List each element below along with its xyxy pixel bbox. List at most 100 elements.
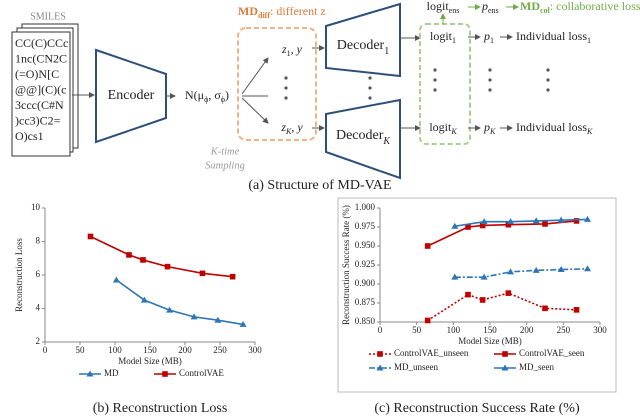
x-tick-label: 300 [593, 325, 607, 335]
smiles-line: (=O)N[C [15, 67, 59, 81]
marker [584, 215, 592, 222]
marker [557, 266, 565, 273]
marker [166, 306, 174, 313]
series-line [115, 279, 244, 326]
y-tick-label: 0.850 [355, 316, 376, 326]
loss-1: Individual loss1 [516, 29, 591, 46]
text: p [481, 0, 488, 13]
y-axis-label: Reconstruction Success Rate (%) [341, 205, 351, 325]
marker [479, 222, 486, 229]
x-axis-label: Model Size (MB) [458, 336, 522, 346]
sampling: Sampling [205, 160, 245, 171]
x-tick-label: 250 [557, 325, 571, 335]
sampling: K-time [210, 146, 240, 157]
distribution: N(μϕ, σϕ) [185, 88, 229, 105]
x-tick-label: 0 [378, 325, 383, 335]
marker [376, 364, 384, 371]
legend-label: MD_seen [519, 362, 554, 372]
y-tick-label: 10 [31, 202, 41, 212]
text: , y [291, 42, 303, 56]
loss-k: Individual lossK [516, 120, 593, 137]
text: 1 [587, 36, 591, 45]
text: logit [427, 0, 450, 13]
text: Decoder [337, 38, 385, 53]
text: p [483, 29, 490, 43]
text: K [285, 127, 292, 136]
text: ens [488, 6, 499, 15]
marker [573, 307, 580, 313]
z-k: zK, y [280, 120, 303, 137]
arrow [241, 57, 269, 95]
x-tick-label: 100 [447, 325, 461, 335]
x-tick-label: 50 [412, 325, 422, 335]
text: K [382, 136, 391, 147]
legend-label: ControlVAE [179, 368, 224, 378]
marker [502, 351, 508, 357]
marker [424, 243, 431, 249]
text: ens [449, 6, 460, 15]
y-tick-label: 2 [36, 336, 41, 346]
y-tick-label: 0.950 [355, 240, 376, 250]
decoder-k: DecoderK [336, 128, 391, 147]
series-line [427, 292, 577, 322]
caption: (c) Reconstruction Success Rate (%) [374, 401, 580, 416]
x-tick-label: 200 [178, 345, 192, 355]
text: : collaborative loss [550, 0, 640, 13]
text: K [586, 127, 593, 136]
logit-ens: logitens [427, 0, 460, 15]
marker [532, 217, 540, 224]
marker [465, 291, 471, 298]
text: col [540, 6, 551, 15]
text: ϕ [221, 95, 225, 104]
marker [214, 316, 222, 323]
y-tick-label: 6 [36, 269, 41, 279]
text: Individual loss [516, 29, 587, 43]
smiles-line: 3ccc(C#N [15, 98, 64, 112]
smiles-line: CC(C)CCc [15, 36, 68, 50]
decoder-1: Decoder1 [337, 38, 389, 57]
text: ϕ [204, 95, 208, 104]
marker [465, 224, 471, 230]
marker [87, 233, 94, 240]
smiles-line: @@](C)(c [15, 82, 66, 96]
marker [480, 273, 488, 280]
p-1: p1 [483, 29, 494, 46]
caption: (a) Structure of MD-VAE [248, 178, 391, 193]
marker [164, 263, 171, 270]
p-ens: pens [481, 0, 499, 15]
series-line [454, 218, 588, 228]
smiles-title: SMILES [30, 11, 66, 22]
marker [86, 370, 94, 377]
text: z [281, 42, 287, 56]
x-tick-label: 100 [108, 345, 122, 355]
text: diff [258, 11, 270, 20]
legend-label: ControlVAE_seen [519, 348, 585, 358]
caption: (b) Reconstruction Loss [93, 401, 228, 416]
y-axis-label: Reconstruction Loss [14, 238, 24, 312]
md-diff-box [237, 27, 317, 141]
smiles-line: 1nc(CN2C [15, 51, 67, 65]
text: 1 [287, 49, 291, 58]
x-tick-label: 200 [520, 325, 534, 335]
y-tick-label: 8 [36, 236, 41, 246]
text: p [483, 120, 490, 134]
text: logit [429, 120, 452, 134]
marker [573, 218, 580, 224]
encoder-label: Encoder [108, 88, 155, 103]
text: : different z [270, 4, 326, 18]
marker [507, 268, 515, 275]
dots [284, 68, 550, 100]
marker [542, 305, 548, 312]
text: MD [520, 0, 540, 13]
legend-label: MD [104, 368, 119, 378]
marker [229, 273, 236, 280]
marker [112, 276, 120, 283]
p-k: pK [483, 120, 496, 137]
marker [140, 296, 148, 303]
marker [507, 218, 515, 225]
marker [377, 351, 383, 357]
text: 1 [452, 36, 456, 45]
legend-label: ControlVAE_unseen [394, 348, 469, 358]
